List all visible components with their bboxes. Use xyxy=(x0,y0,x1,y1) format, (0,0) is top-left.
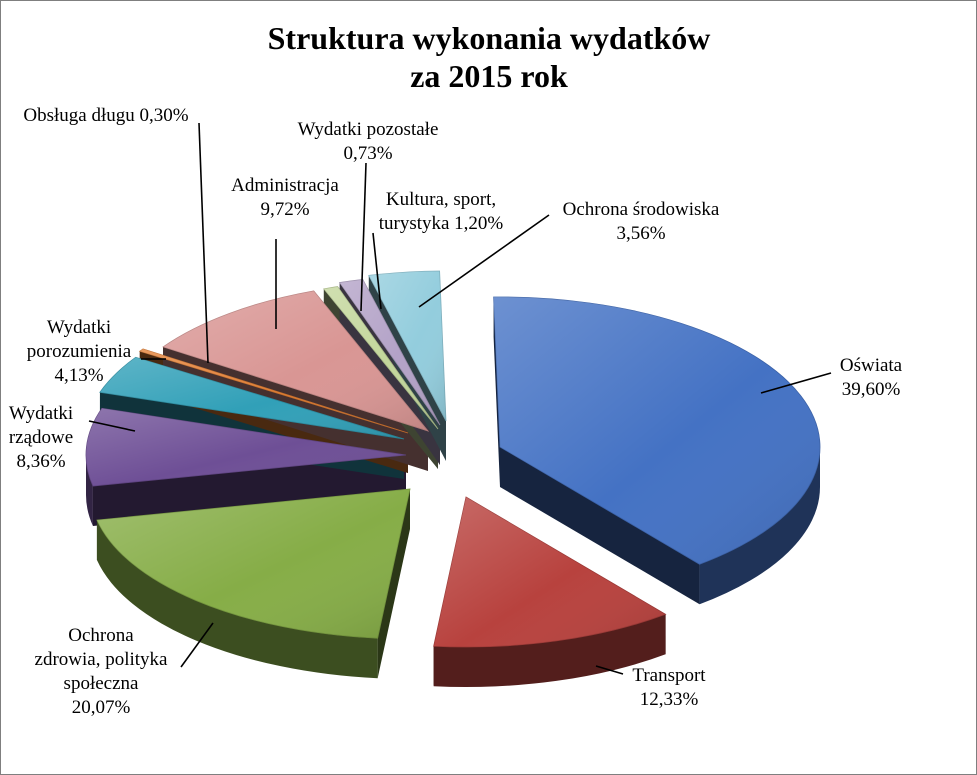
slice-highlight-wydatki-pozostale xyxy=(323,286,438,429)
label-obsluga-dlugu-line-0: Obsługa długu 0,30% xyxy=(23,105,188,126)
slice-highlight-ochrona-srodowiska xyxy=(368,271,446,421)
leader-kultura-sport-turystyka xyxy=(372,232,382,310)
leader-ochrona-zdrowia-polityka-spoleczna xyxy=(180,622,214,668)
leader-wydatki-pozostale xyxy=(360,162,367,312)
label-ochrona-zdrowia-polityka-spoleczna-line-2: społeczna xyxy=(64,673,139,694)
slice-highlight-transport xyxy=(433,497,666,647)
slice-side-oswiata xyxy=(699,447,820,605)
label-leaders xyxy=(88,122,832,675)
slice-side-wydatki-rzadowe xyxy=(86,455,93,527)
slice-tops xyxy=(85,270,821,648)
label-kultura-sport-turystyka-line-0: Kultura, sport, xyxy=(386,189,496,210)
slice-highlight-obsluga-dlugu xyxy=(139,348,409,433)
label-wydatki-pozostale-line-1: 0,73% xyxy=(343,143,392,164)
label-ochrona-zdrowia-polityka-spoleczna-line-1: zdrowia, polityka xyxy=(35,649,169,670)
leader-wydatki-rzadowe xyxy=(88,420,136,432)
label-ochrona-zdrowia-polityka-spoleczna-line-3: 20,07% xyxy=(72,697,131,718)
label-administracja-line-1: 9,72% xyxy=(260,199,309,220)
slice-labels: Oświata 39,60% Transport 12,33% Ochrona zdrow… xyxy=(9,105,903,718)
leader-oswiata xyxy=(760,372,832,394)
label-ochrona-zdrowia-polityka-spoleczna-line-0: Ochrona xyxy=(68,625,134,646)
label-wydatki-porozumienia-line-1: porozumienia xyxy=(27,341,132,362)
slice-highlight-oswiata xyxy=(493,296,821,565)
label-ochrona-srodowiska-line-0: Ochrona środowiska xyxy=(563,199,720,220)
slice-wall-wydatki-rzadowe-0 xyxy=(92,455,406,527)
slice-side-ochrona-zdrowia-polityka-spoleczna xyxy=(96,520,378,679)
label-wydatki-rzadowe-line-2: 8,36% xyxy=(16,451,65,472)
slice-highlight-ochrona-zdrowia-polityka-spoleczna xyxy=(96,489,410,639)
slice-wall-oswiata-1 xyxy=(500,447,700,605)
slice-highlight-kultura-sport-turystyka xyxy=(339,279,440,425)
label-wydatki-rzadowe-line-0: Wydatki xyxy=(9,403,73,424)
label-ochrona-srodowiska-line-1: 3,56% xyxy=(616,223,665,244)
label-wydatki-porozumienia-line-2: 4,13% xyxy=(54,365,103,386)
chart-title-line-1: Struktura wykonania wydatków xyxy=(268,20,711,56)
label-administracja-line-0: Administracja xyxy=(231,175,339,196)
label-transport-line-0: Transport xyxy=(632,665,706,686)
label-kultura-sport-turystyka-line-1: turystyka 1,20% xyxy=(379,213,504,234)
leader-ochrona-srodowiska xyxy=(418,214,550,308)
label-oswiata-line-1: 39,60% xyxy=(842,379,901,400)
slice-highlight-wydatki-porozumienia xyxy=(99,357,404,439)
label-wydatki-pozostale-line-0: Wydatki pozostałe xyxy=(298,119,439,140)
slice-wall-oswiata-0 xyxy=(493,297,500,487)
label-oswiata-line-0: Oświata xyxy=(840,355,903,376)
slice-wall-ochrona-zdrowia-polityka-spoleczna-0 xyxy=(377,489,410,679)
label-wydatki-rzadowe-line-1: rządowe xyxy=(9,427,73,448)
leader-transport xyxy=(595,665,624,675)
leader-obsluga-dlugu xyxy=(198,122,209,364)
label-wydatki-porozumienia-line-0: Wydatki xyxy=(47,317,111,338)
slice-highlight-administracja xyxy=(163,290,428,431)
chart-title-line-2: za 2015 rok xyxy=(410,58,568,94)
label-transport-line-1: 12,33% xyxy=(640,689,699,710)
slice-highlight-wydatki-rzadowe xyxy=(86,408,407,487)
